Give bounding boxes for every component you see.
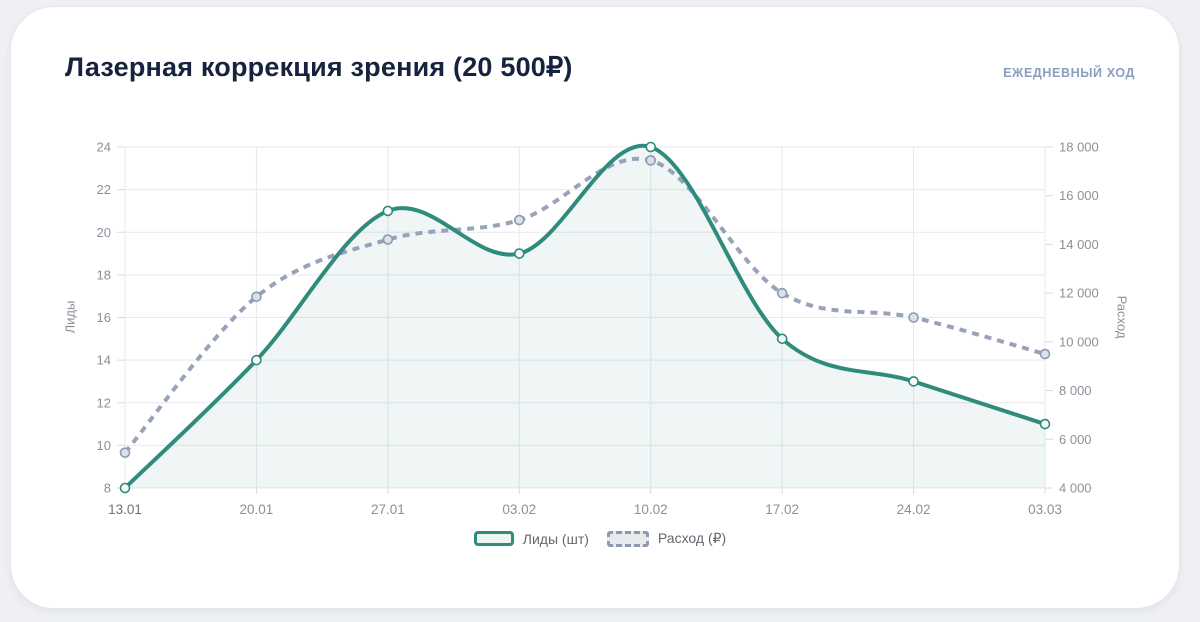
left-tick-label: 18 (97, 267, 111, 282)
legend-item-spend[interactable]: Расход (₽) (606, 530, 727, 547)
legend-label-leads: Лиды (шт) (522, 530, 589, 547)
leads-data-point[interactable] (251, 354, 262, 366)
x-tick-label: 03.03 (1028, 502, 1062, 517)
right-tick-label: 8 000 (1059, 383, 1092, 398)
x-tick-label: 24.02 (897, 502, 931, 517)
right-tick-label: 10 000 (1059, 334, 1099, 349)
x-tick-label: 13.01 (108, 502, 142, 517)
x-tick-label: 03.02 (502, 502, 536, 517)
left-tick-label: 8 (104, 481, 111, 496)
page-title: Лазерная коррекция зрения (20 500₽) (65, 52, 573, 82)
leads-data-point[interactable] (1039, 418, 1051, 430)
x-tick-label: 17.02 (765, 502, 799, 517)
right-tick-label: 12 000 (1059, 286, 1099, 301)
leads-line (123, 143, 1047, 490)
spend-data-point[interactable] (1039, 348, 1051, 360)
daily-mode-toggle[interactable]: ЕЖЕДНЕВНЫЙ ХОД (1003, 66, 1135, 80)
left-tick-label: 10 (97, 438, 111, 453)
spend-data-point[interactable] (645, 155, 657, 166)
right-tick-label: 4 000 (1059, 481, 1092, 496)
leads-data-point[interactable] (513, 248, 525, 259)
x-tick-label: 10.02 (634, 502, 668, 517)
leads-data-point[interactable] (119, 482, 131, 494)
right-tick-label: 14 000 (1059, 237, 1099, 252)
spend-data-point[interactable] (251, 291, 262, 303)
spend-line (123, 156, 1046, 454)
left-tick-label: 24 (97, 140, 111, 155)
leads-data-point[interactable] (908, 376, 919, 387)
spend-data-point[interactable] (119, 447, 131, 458)
right-tick-label: 16 000 (1059, 188, 1099, 203)
leads-data-point[interactable] (382, 205, 394, 217)
left-tick-label: 16 (97, 310, 111, 325)
chart-legend: Лиды (шт) Расход (₽) (0, 530, 1200, 547)
legend-item-leads[interactable]: Лиды (шт) (473, 530, 589, 547)
leads-area-fill (125, 145, 1045, 488)
spend-data-point[interactable] (513, 214, 525, 226)
leads-data-point[interactable] (645, 141, 657, 153)
spend-data-point[interactable] (776, 287, 788, 299)
right-tick-label: 6 000 (1059, 432, 1092, 447)
spend-data-point[interactable] (382, 234, 394, 245)
x-tick-label: 27.01 (371, 502, 405, 517)
left-tick-label: 22 (97, 182, 111, 197)
spend-swatch-icon (606, 530, 649, 547)
left-tick-label: 20 (97, 225, 111, 240)
spend-data-point[interactable] (908, 312, 919, 323)
left-tick-label: 12 (97, 395, 111, 410)
right-tick-label: 18 000 (1059, 140, 1099, 155)
leads-swatch-icon (473, 531, 514, 546)
leads-data-point[interactable] (776, 333, 788, 345)
x-tick-label: 20.01 (240, 502, 274, 517)
chart-card (10, 6, 1180, 609)
legend-label-spend: Расход (₽) (657, 530, 727, 546)
left-tick-label: 14 (97, 353, 111, 368)
